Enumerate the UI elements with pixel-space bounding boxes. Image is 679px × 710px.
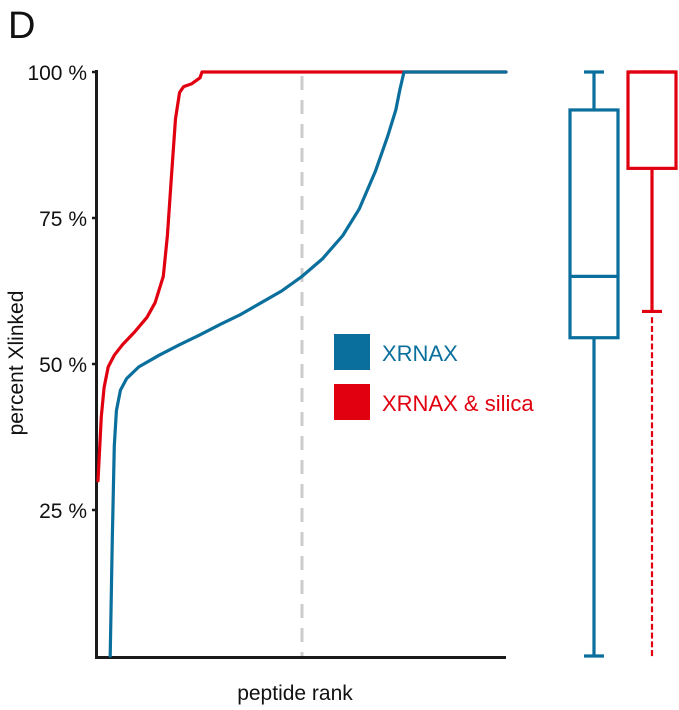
y-axis-title: percent Xlinked xyxy=(5,291,28,436)
boxplots xyxy=(568,70,678,658)
x-axis-title: peptide rank xyxy=(237,682,353,705)
legend-label-xrnax-silica: XRNAX & silica xyxy=(382,391,534,416)
panel-label: D xyxy=(8,5,35,47)
y-tick-label: 50 % xyxy=(39,354,87,377)
boxplot-xrnax xyxy=(568,70,620,658)
y-ticks: 25 % 50 % 75 % 100 % xyxy=(27,62,97,523)
y-tick-label: 25 % xyxy=(39,500,87,523)
box xyxy=(626,70,678,170)
series-line-xrnax xyxy=(108,70,508,658)
legend-label-xrnax: XRNAX xyxy=(382,341,458,366)
boxplot-xrnax-silica xyxy=(626,70,678,657)
legend-swatch-xrnax xyxy=(334,334,370,370)
box xyxy=(568,108,620,340)
legend-swatch-xrnax-silica xyxy=(334,384,370,420)
y-tick-label: 100 % xyxy=(27,62,87,85)
series-line-xrnax-silica xyxy=(96,70,508,483)
y-tick-label: 75 % xyxy=(39,208,87,231)
